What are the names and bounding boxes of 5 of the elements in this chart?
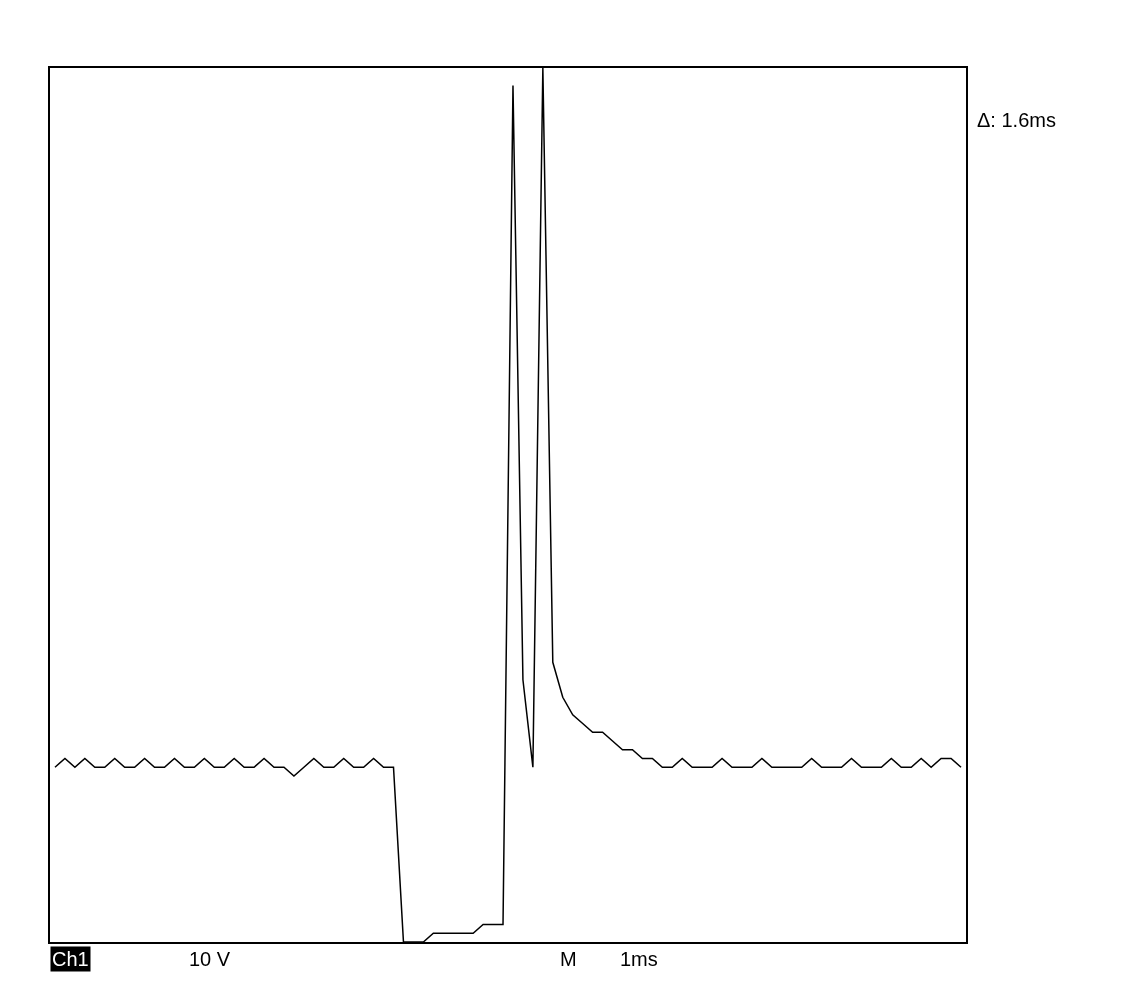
- text: Δ: 1.6ms: [977, 109, 1056, 131]
- text: M: [560, 948, 577, 970]
- text: 10 V: [189, 948, 231, 970]
- text: Ch1: [52, 948, 89, 970]
- text: 1ms: [620, 948, 658, 970]
